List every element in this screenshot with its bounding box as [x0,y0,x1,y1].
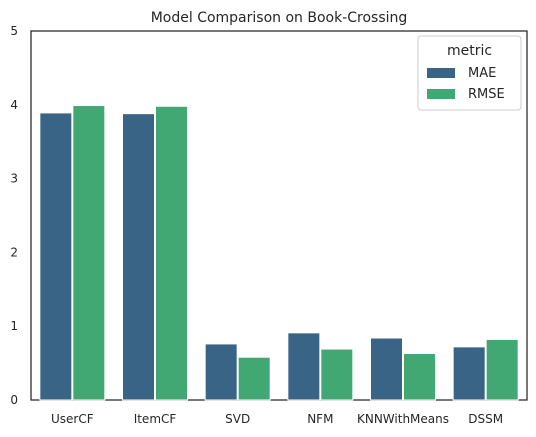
legend-label-rmse: RMSE [468,87,505,102]
legend-title: metric [447,43,492,59]
x-tick-label: SVD [225,412,250,426]
x-axis-ticks: UserCF ItemCF SVD NFM KNNWithMeans DSSM [51,412,503,426]
plot-area: 0 1 2 3 4 5 UserCF ItemCF SVD NFM KNNWithMeans DSS… [10,24,528,426]
y-axis-ticks: 0 1 2 3 4 5 [10,24,18,407]
x-tick-label: ItemCF [134,412,177,426]
y-tick-label: 3 [10,172,18,186]
y-tick-label: 0 [10,393,18,407]
x-tick-label: DSSM [468,412,503,426]
bar-mae-itemcf [122,113,155,401]
bar-rmse-nfm [320,348,354,401]
plot-frame [30,30,528,401]
bar-mae-svd [204,343,238,401]
bar-rmse-svd [237,356,271,401]
x-tick-label: KNNWithMeans [357,412,449,426]
bar-mae-dssm [452,346,486,401]
legend-swatch-mae [427,68,455,78]
bars-group [39,105,519,401]
y-tick-label: 4 [10,98,18,112]
x-tick-label: UserCF [51,412,94,426]
legend-label-mae: MAE [468,66,496,81]
legend-swatch-rmse [427,89,455,99]
bar-rmse-dssm [485,338,519,401]
bar-mae-usercf [39,112,73,401]
bar-rmse-knnwithmeans [403,353,436,401]
bar-mae-nfm [287,332,321,401]
y-tick-label: 2 [10,245,18,259]
legend: metric MAE RMSE [417,35,522,111]
bar-rmse-itemcf [155,105,188,401]
x-tick-label: NFM [307,412,333,426]
y-tick-label: 1 [10,319,18,333]
bar-rmse-usercf [72,105,106,401]
y-tick-label: 5 [10,24,18,38]
chart-title: Model Comparison on Book-Crossing [151,10,408,26]
bar-mae-knnwithmeans [370,337,403,401]
